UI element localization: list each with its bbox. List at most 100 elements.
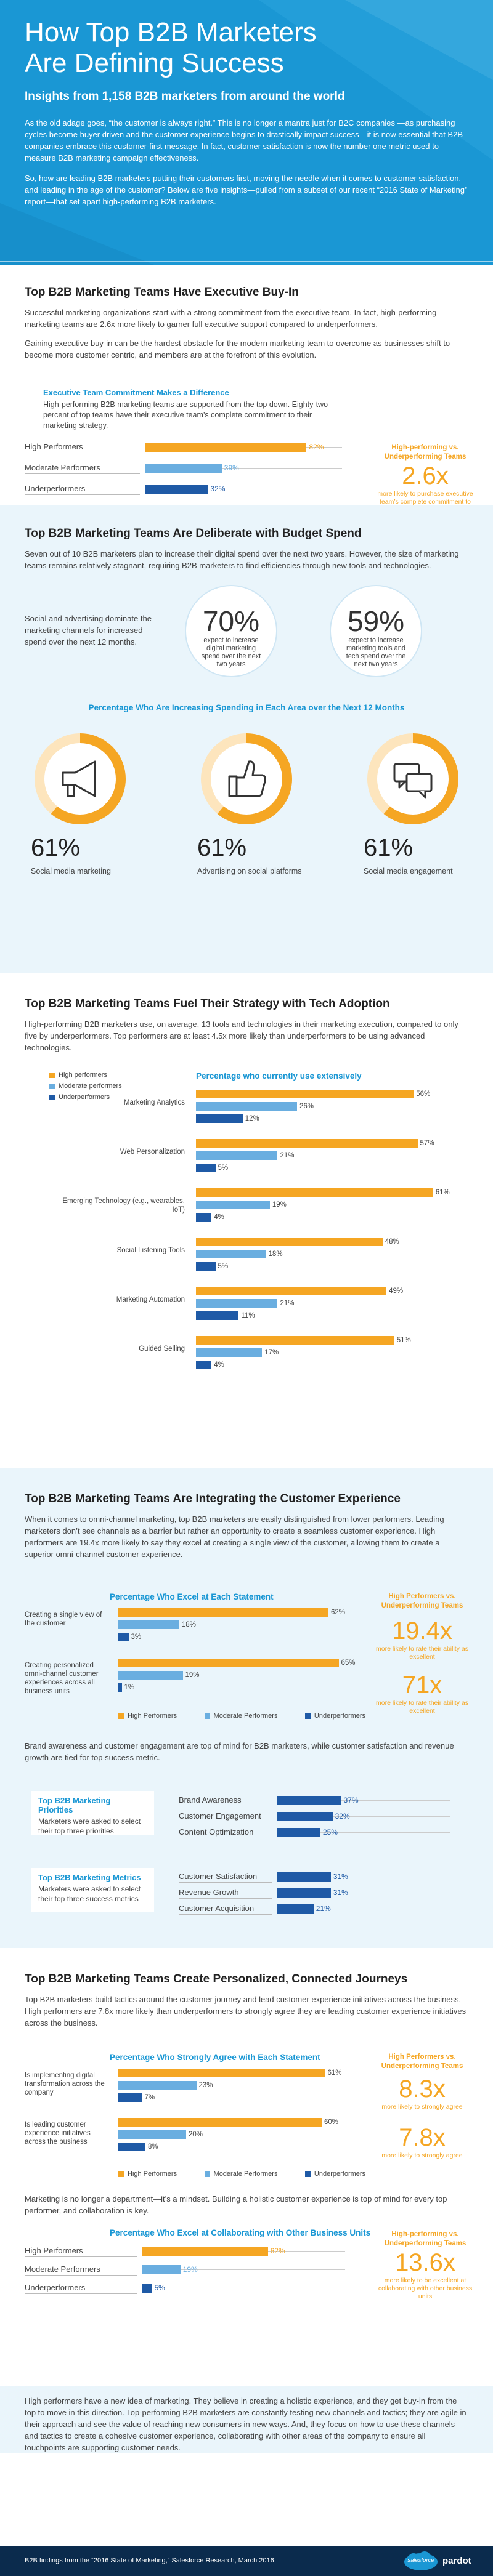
legend-underperformers: Underperformers xyxy=(49,1093,122,1101)
tech-bar-web-personalization-underperformers xyxy=(196,1164,216,1172)
bar-value-customer-engagement: 32% xyxy=(335,1812,350,1821)
bar-underperformers xyxy=(145,485,208,494)
agree-callout-2-text: more likely to strongly agree xyxy=(381,2152,463,2159)
bar-revenue-growth xyxy=(277,1888,331,1898)
tech-bar-web-personalization-high-performers xyxy=(196,1139,418,1148)
tech-label-emerging-technology-e-g-wearables-iot: Emerging Technology (e.g., wearables, Io… xyxy=(62,1197,185,1214)
digital-spend-number: 70% xyxy=(202,605,260,637)
tech-value-marketing-automation-moderate-performers: 21% xyxy=(280,1300,295,1307)
group-bar-is-leading-customer-experience-initiatives-across-the-business-underperformers xyxy=(118,2143,145,2151)
tech-bar-marketing-analytics-moderate-performers xyxy=(196,1102,297,1111)
tech-value-social-listening-tools-underperformers: 5% xyxy=(218,1263,229,1270)
page-title: How Top B2B Marketers Are Defining Succe… xyxy=(25,17,468,79)
legend-swatch-high xyxy=(49,1072,55,1078)
salesforce-logo: salesforce xyxy=(404,2551,438,2571)
bar-label-customer-engagement: Customer Engagement xyxy=(179,1810,272,1822)
bar-value-revenue-growth: 31% xyxy=(333,1888,348,1897)
section-tech-adoption: Top B2B Marketing Teams Fuel Their Strat… xyxy=(0,973,493,1468)
priorities-box: Top B2B Marketing Priorities Marketers w… xyxy=(31,1791,154,1835)
executive-callout: High-performing vs. Underperforming Team… xyxy=(376,443,475,505)
agree-legend: High Performers Moderate Performers Unde… xyxy=(118,2168,402,2179)
tech-label-marketing-automation: Marketing Automation xyxy=(116,1296,185,1303)
section-3-paragraph: High-performing B2B marketers use, on av… xyxy=(25,1020,458,1052)
tech-bar-guided-selling-high-performers xyxy=(196,1336,394,1345)
legend-swatch-moderate xyxy=(49,1083,55,1089)
excel-callout-heading: High Performers vs. Underperforming Team… xyxy=(381,1593,463,1609)
bar-value-moderate-performers: 19% xyxy=(182,2265,198,2274)
bar-moderate-performers xyxy=(145,464,222,473)
donut-value-social-media-engagement: 61% xyxy=(364,834,414,861)
bar-moderate-performers xyxy=(142,2265,181,2274)
donut-arc-social-media-marketing xyxy=(35,733,126,824)
group-value-creating-personalized-omni-channel-customer-experiences-across-all-business-units-high-performers: 65% xyxy=(341,1659,356,1667)
bar-track xyxy=(277,1832,450,1833)
bar-label-underperformers: Underperformers xyxy=(25,2282,137,2294)
bar-label-revenue-growth: Revenue Growth xyxy=(179,1886,272,1899)
metrics-box: Top B2B Marketing Metrics Marketers were… xyxy=(31,1868,154,1912)
tech-value-web-personalization-underperformers: 5% xyxy=(218,1164,229,1172)
bar-label-content-optimization: Content Optimization xyxy=(179,1826,272,1838)
agree-callout-1-text: more likely to strongly agree xyxy=(381,2103,463,2111)
section-executive-buy-in: Top B2B Marketing Teams Have Executive B… xyxy=(0,265,493,505)
closing-paragraph: High performers have a new idea of marke… xyxy=(25,2396,467,2452)
metrics-title: Top B2B Marketing Metrics xyxy=(38,1873,141,1882)
group-value-is-leading-customer-experience-initiatives-across-the-business-high-performers: 60% xyxy=(324,2119,339,2126)
tech-bar-social-listening-tools-underperformers xyxy=(196,1262,216,1271)
bar-value-moderate-performers: 39% xyxy=(224,464,239,472)
tech-value-web-personalization-moderate-performers: 21% xyxy=(280,1152,295,1159)
excel-callout-2-text: more likely to rate their ability as exc… xyxy=(376,1699,468,1715)
group-bar-is-implementing-digital-transformation-across-the-company-high-performers xyxy=(118,2069,325,2077)
executive-box-text: High-performing B2B marketing teams are … xyxy=(43,400,328,430)
section-budget-spend: Top B2B Marketing Teams Are Deliberate w… xyxy=(0,505,493,973)
agree-legend-moderate: Moderate Performers xyxy=(204,2170,277,2178)
bar-label-underperformers: Underperformers xyxy=(25,483,140,495)
section-2-paragraph: Seven out of 10 B2B marketers plan to in… xyxy=(25,549,459,570)
donut-social-media-marketing xyxy=(35,733,126,824)
intro-paragraph-2: So, how are leading B2B marketers puttin… xyxy=(25,174,468,206)
bar-value-brand-awareness: 37% xyxy=(343,1796,359,1805)
group-value-is-implementing-digital-transformation-across-the-company-moderate-performers: 23% xyxy=(198,2082,213,2089)
salesforce-wordmark: salesforce xyxy=(407,2557,434,2564)
donut-value-social-media-marketing: 61% xyxy=(31,834,81,861)
section-1-title: Top B2B Marketing Teams Have Executive B… xyxy=(25,286,299,299)
collab-callout-number: 13.6x xyxy=(395,2249,455,2276)
spending-chart-title: Percentage Who Are Increasing Spending i… xyxy=(88,703,405,712)
tech-bar-emerging-technology-e-g-wearables-iot-moderate-performers xyxy=(196,1201,270,1209)
tech-bar-marketing-analytics-high-performers xyxy=(196,1090,414,1098)
excel-callout-2-number: 71x xyxy=(402,1672,442,1699)
tech-value-emerging-technology-e-g-wearables-iot-moderate-performers: 19% xyxy=(272,1201,287,1209)
group-value-is-leading-customer-experience-initiatives-across-the-business-moderate-performers: 20% xyxy=(189,2131,203,2138)
tech-value-web-personalization-high-performers: 57% xyxy=(420,1140,434,1147)
agree-chart-title: Percentage Who Strongly Agree with Each … xyxy=(110,2053,320,2062)
agree-callouts: High Performers vs. Underperforming Team… xyxy=(370,2053,475,2160)
donut-social-media-engagement xyxy=(367,733,458,824)
donut-arc-social-media-engagement xyxy=(367,733,458,824)
bar-value-content-optimization: 25% xyxy=(323,1828,338,1837)
spend-side-text: Social and advertising dominate the mark… xyxy=(25,614,152,646)
section-3-title: Top B2B Marketing Teams Fuel Their Strat… xyxy=(25,997,390,1010)
group-bar-creating-a-single-view-of-the-customer-high-performers xyxy=(118,1608,328,1617)
donut-label-social-media-engagement: Social media engagement xyxy=(364,867,453,875)
group-label-creating-a-single-view-of-the-customer: Creating a single view of the customer xyxy=(25,1611,102,1627)
group-value-is-leading-customer-experience-initiatives-across-the-business-underperformers: 8% xyxy=(148,2143,158,2151)
tech-label-marketing-analytics: Marketing Analytics xyxy=(123,1099,185,1106)
group-value-is-implementing-digital-transformation-across-the-company-underperformers: 7% xyxy=(144,2094,155,2101)
executive-box: Executive Team Commitment Makes a Differ… xyxy=(43,388,333,431)
excel-callout-1-number: 19.4x xyxy=(392,1617,452,1644)
collab-callout-text: more likely to be excellent at collabora… xyxy=(378,2277,473,2300)
tools-spend-text: expect to increase marketing tools and t… xyxy=(346,637,406,668)
bar-customer-satisfaction xyxy=(277,1872,331,1882)
bar-label-high-performers: High Performers xyxy=(25,441,140,453)
tech-value-social-listening-tools-moderate-performers: 18% xyxy=(268,1250,283,1258)
group-label-is-implementing-digital-transformation-across-the-company: Is implementing digital transformation a… xyxy=(25,2072,105,2096)
tech-value-social-listening-tools-high-performers: 48% xyxy=(385,1238,399,1246)
group-bar-creating-a-single-view-of-the-customer-moderate-performers xyxy=(118,1620,179,1629)
bar-label-customer-satisfaction: Customer Satisfaction xyxy=(179,1870,272,1883)
collab-callout: High-performing vs. Underperforming Team… xyxy=(376,2230,475,2301)
bar-value-underperformers: 5% xyxy=(154,2284,165,2292)
executive-callout-heading: High-performing vs. Underperforming Team… xyxy=(384,444,467,461)
section-2-title: Top B2B Marketing Teams Are Deliberate w… xyxy=(25,527,362,540)
tech-bar-guided-selling-underperformers xyxy=(196,1361,212,1369)
group-label-is-leading-customer-experience-initiatives-across-the-business: Is leading customer experience initiativ… xyxy=(25,2121,91,2146)
tech-bar-emerging-technology-e-g-wearables-iot-underperformers xyxy=(196,1213,212,1222)
